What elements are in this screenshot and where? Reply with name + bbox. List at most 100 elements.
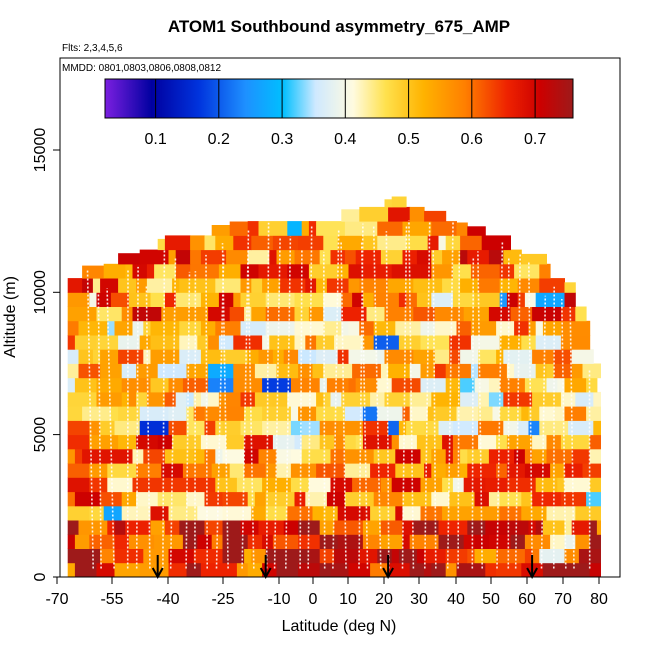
heatmap-cell xyxy=(568,420,594,436)
heatmap-cell xyxy=(128,391,137,407)
heatmap-cell xyxy=(474,377,490,393)
heatmap-cell xyxy=(107,463,137,478)
heatmap-cell xyxy=(283,562,299,577)
flight-track xyxy=(385,231,390,569)
heatmap-cell xyxy=(326,377,349,393)
heatmap-cell xyxy=(431,249,443,265)
heatmap-cell xyxy=(164,292,177,307)
heatmap-cell xyxy=(150,292,166,307)
heatmap-cell xyxy=(460,278,479,293)
heatmap-cell xyxy=(305,491,328,507)
heatmap-cell xyxy=(456,562,486,577)
heatmap-cell xyxy=(200,562,223,577)
heatmap-cell xyxy=(402,249,418,265)
heatmap-cell xyxy=(438,235,447,251)
heatmap-cell xyxy=(557,477,565,493)
heatmap-cell xyxy=(488,448,515,464)
heatmap-cell xyxy=(553,349,573,364)
heatmap-cell xyxy=(564,377,587,393)
heatmap-cell xyxy=(503,249,522,265)
heatmap-cell xyxy=(359,548,378,564)
heatmap-cell xyxy=(251,306,267,322)
heatmap-cell xyxy=(74,562,97,577)
heatmap-cell xyxy=(488,249,504,265)
heatmap-cell xyxy=(438,534,465,549)
heatmap-cell xyxy=(546,434,562,450)
heatmap-cell xyxy=(445,377,461,393)
heatmap-cell xyxy=(240,292,267,307)
heatmap-cell xyxy=(190,249,202,265)
heatmap-cell xyxy=(67,363,79,379)
heatmap-cell xyxy=(535,520,544,535)
heatmap-cell xyxy=(262,335,270,350)
heatmap-cell xyxy=(348,278,360,293)
heatmap-cell xyxy=(179,520,205,535)
heatmap-cell xyxy=(344,434,357,450)
heatmap-cell xyxy=(240,320,267,336)
heatmap-cell xyxy=(463,306,490,322)
heatmap-cell xyxy=(478,434,497,450)
heatmap-cell xyxy=(172,434,202,450)
heatmap-cell xyxy=(348,349,378,364)
heatmap-cell xyxy=(143,548,169,564)
heatmap-cell xyxy=(416,292,432,307)
heatmap-cell xyxy=(175,263,191,279)
heatmap-cell xyxy=(460,235,483,251)
heatmap-cell xyxy=(114,520,126,535)
heatmap-cell xyxy=(265,505,288,521)
heatmap-cell xyxy=(290,477,310,493)
heatmap-cell xyxy=(370,505,396,521)
heatmap-cell xyxy=(67,420,90,436)
heatmap-cell xyxy=(323,292,342,307)
heatmap-cell xyxy=(298,349,317,364)
heatmap-cell xyxy=(467,520,486,535)
heatmap-cell xyxy=(308,477,331,493)
heatmap-cell xyxy=(247,221,259,236)
heatmap-cell xyxy=(431,491,450,507)
heatmap-cell xyxy=(316,406,346,421)
heatmap-cell xyxy=(524,548,533,564)
heatmap-cell xyxy=(517,278,540,293)
heatmap-cell xyxy=(467,448,490,464)
dates-subtitle: MMDD: 0801,0803,0806,0808,0812 xyxy=(62,63,221,74)
heatmap-cell xyxy=(334,520,364,535)
heatmap-cell xyxy=(506,292,519,307)
heatmap-cell xyxy=(161,463,184,478)
heatmap-cell xyxy=(121,306,133,322)
heatmap-cell xyxy=(514,363,529,379)
heatmap-cell xyxy=(377,377,393,393)
heatmap-cell xyxy=(179,349,202,364)
flight-track xyxy=(457,251,461,569)
heatmap-cell xyxy=(161,306,191,322)
heatmap-cell xyxy=(474,534,490,549)
heatmap-cell xyxy=(301,434,321,450)
heatmap-cell xyxy=(197,505,223,521)
heatmap-cell xyxy=(524,377,547,393)
heatmap-cell xyxy=(218,292,234,307)
x-tick-label: 20 xyxy=(375,591,393,608)
heatmap-cell xyxy=(67,292,90,307)
heatmap-cell xyxy=(478,391,490,407)
heatmap-cell xyxy=(305,335,317,350)
heatmap-cell xyxy=(287,263,310,279)
heatmap-cell xyxy=(294,434,303,450)
heatmap-cell xyxy=(164,391,177,407)
heatmap-cell xyxy=(200,249,227,265)
colorbar-tick-label: 0.7 xyxy=(524,131,546,148)
heatmap-cell xyxy=(136,463,162,478)
heatmap-cell xyxy=(341,292,353,307)
heatmap-cell xyxy=(478,349,497,364)
heatmap-cell xyxy=(521,335,537,350)
heatmap-cell xyxy=(532,306,562,322)
heatmap-cell xyxy=(244,434,274,450)
heatmap-cell xyxy=(100,491,123,507)
heatmap-cell xyxy=(539,548,565,564)
heatmap-cell xyxy=(82,265,105,279)
heatmap-cell xyxy=(265,320,295,336)
heatmap-cell xyxy=(355,434,364,450)
heatmap-cell xyxy=(366,491,375,507)
heatmap-cell xyxy=(222,491,249,507)
heatmap-cell xyxy=(463,534,475,549)
y-tick-label: 0 xyxy=(32,572,49,581)
heatmap-cell xyxy=(182,534,198,549)
